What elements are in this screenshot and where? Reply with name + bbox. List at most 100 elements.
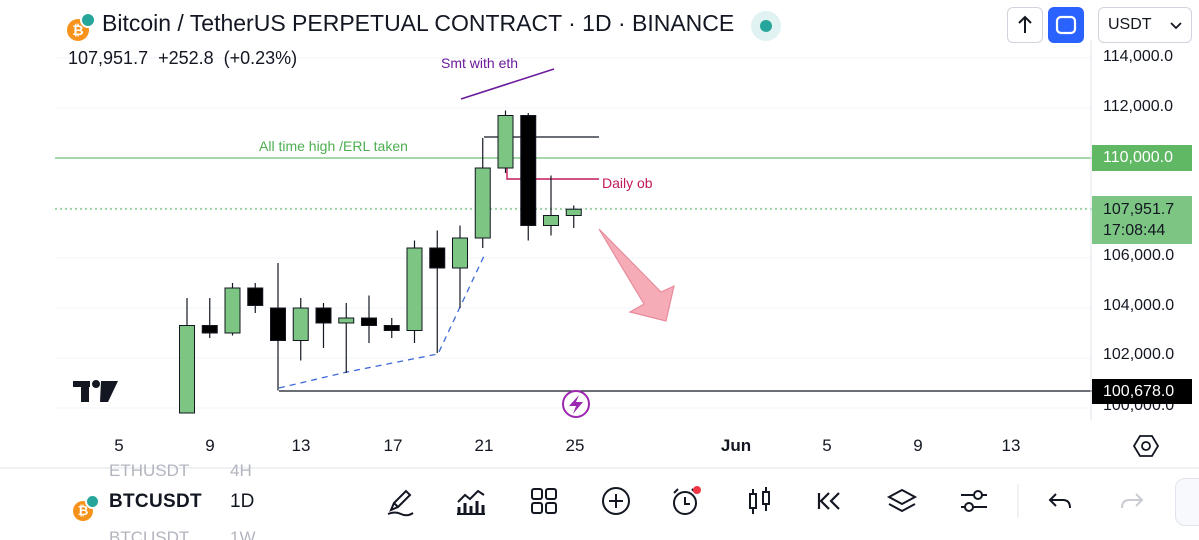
candle[interactable] bbox=[247, 283, 264, 313]
scroll-to-top-button[interactable] bbox=[1007, 7, 1043, 43]
time-label: 9 bbox=[205, 436, 215, 455]
current-price-value: 107,951.7 bbox=[1103, 201, 1175, 218]
price-change: +252.8 bbox=[158, 48, 214, 68]
smt-annotation[interactable]: Smt with eth bbox=[441, 55, 519, 71]
candle[interactable] bbox=[315, 303, 332, 348]
time-label: 25 bbox=[565, 436, 585, 455]
candles bbox=[179, 110, 582, 414]
currency-label: USDT bbox=[1108, 16, 1152, 33]
candle-body-bear bbox=[520, 115, 537, 226]
time-label: 21 bbox=[474, 436, 494, 455]
candle-body-bull bbox=[565, 208, 582, 217]
candle[interactable] bbox=[338, 303, 355, 373]
time-label: 9 bbox=[913, 436, 923, 455]
daily-ob-marker[interactable] bbox=[506, 167, 599, 180]
daily-ob-annotation[interactable]: Daily ob bbox=[602, 175, 653, 191]
chevron-down-icon bbox=[1170, 22, 1182, 30]
time-label: 5 bbox=[114, 436, 124, 455]
candle-countdown: 17:08:44 bbox=[1103, 222, 1166, 239]
candle[interactable] bbox=[270, 263, 286, 391]
settings-icon[interactable] bbox=[957, 484, 991, 518]
price-summary: 107,951.7 +252.8 (+0.23%) bbox=[68, 48, 307, 69]
candle-body-bear bbox=[383, 325, 400, 331]
trendline-dashed[interactable] bbox=[278, 255, 485, 389]
fullscreen-button[interactable] bbox=[1048, 7, 1084, 43]
next-interval[interactable]: 1W bbox=[230, 528, 256, 540]
candle-body-bear bbox=[270, 307, 286, 341]
ath-price-tag: 110,000.0 bbox=[1092, 145, 1192, 171]
perp-badge-icon-small bbox=[85, 494, 100, 509]
candle-body-bull bbox=[224, 287, 241, 334]
prev-interval[interactable]: 4H bbox=[230, 461, 252, 480]
candle[interactable] bbox=[361, 295, 377, 344]
price-label: 102,000.0 bbox=[1103, 346, 1175, 363]
candle-body-bear bbox=[247, 287, 264, 306]
candle-body-bull bbox=[179, 325, 195, 414]
candle[interactable] bbox=[452, 225, 468, 309]
grid bbox=[55, 57, 1090, 409]
candle[interactable] bbox=[406, 240, 423, 344]
candle-body-bull bbox=[338, 317, 355, 324]
candle[interactable] bbox=[543, 175, 559, 236]
current-price-tag: 107,951.7 17:08:44 bbox=[1092, 196, 1192, 244]
time-label-month: Jun bbox=[720, 436, 752, 455]
ath-annotation[interactable]: All time high /ERL taken bbox=[259, 138, 408, 154]
chart-settings-icon[interactable] bbox=[1133, 433, 1159, 459]
arrow-up-icon bbox=[1018, 15, 1032, 33]
tradingview-logo bbox=[73, 380, 118, 402]
candle[interactable] bbox=[201, 298, 218, 338]
smt-line[interactable] bbox=[460, 68, 555, 100]
candle[interactable] bbox=[474, 138, 491, 248]
replay-icon[interactable] bbox=[813, 484, 847, 518]
time-label: 17 bbox=[383, 436, 403, 455]
candle[interactable] bbox=[429, 230, 446, 354]
interval-picker[interactable]: 1D bbox=[230, 491, 255, 512]
candles-icon[interactable] bbox=[743, 484, 777, 518]
candle-body-bull bbox=[292, 307, 309, 341]
candle-body-bull bbox=[543, 215, 559, 226]
candle-body-bear bbox=[201, 325, 218, 334]
down-arrow[interactable] bbox=[598, 228, 675, 322]
candle[interactable] bbox=[179, 298, 195, 414]
candle-body-bull bbox=[452, 237, 468, 269]
candle-body-bear bbox=[429, 247, 446, 269]
undo-icon[interactable] bbox=[1043, 484, 1077, 518]
candle-body-bear bbox=[315, 307, 332, 324]
perp-badge-icon bbox=[80, 12, 96, 28]
swing-low-price-tag: 100,678.0 bbox=[1092, 379, 1192, 404]
price-change-pct: (+0.23%) bbox=[223, 48, 298, 68]
candle[interactable] bbox=[497, 110, 514, 174]
layers-icon[interactable] bbox=[885, 484, 919, 518]
price-label: 114,000.0 bbox=[1103, 48, 1173, 65]
candle[interactable] bbox=[565, 205, 582, 229]
candle[interactable] bbox=[224, 283, 241, 336]
price-label: 112,000.0 bbox=[1103, 98, 1173, 115]
time-label: 13 bbox=[291, 436, 311, 455]
alert-icon[interactable] bbox=[669, 484, 703, 518]
candle-body-bull bbox=[497, 115, 514, 169]
candle[interactable] bbox=[292, 298, 309, 361]
next-symbol[interactable]: BTCUSDT bbox=[109, 528, 190, 540]
symbol-title[interactable]: Bitcoin / TetherUS PERPETUAL CONTRACT · … bbox=[102, 10, 735, 36]
candle[interactable] bbox=[520, 113, 537, 241]
event-icon[interactable] bbox=[562, 390, 590, 418]
price-label: 104,000.0 bbox=[1103, 297, 1175, 314]
layouts-icon[interactable] bbox=[527, 484, 561, 518]
currency-selector[interactable]: USDT bbox=[1098, 7, 1192, 43]
panel-handle[interactable] bbox=[1175, 478, 1199, 526]
time-label: 13 bbox=[1001, 436, 1021, 455]
indicators-icon[interactable] bbox=[454, 484, 488, 518]
add-icon[interactable] bbox=[599, 484, 633, 518]
symbol-picker[interactable]: BTCUSDT bbox=[109, 491, 202, 512]
candle[interactable] bbox=[383, 318, 400, 338]
candle-body-bull bbox=[406, 247, 423, 331]
prev-symbol[interactable]: ETHUSDT bbox=[109, 461, 190, 480]
redo-icon[interactable] bbox=[1115, 484, 1149, 518]
price-label: 106,000.0 bbox=[1103, 247, 1175, 264]
market-status-icon[interactable] bbox=[751, 11, 781, 41]
brush-icon[interactable] bbox=[383, 484, 417, 518]
time-label: 5 bbox=[822, 436, 832, 455]
last-price: 107,951.7 bbox=[68, 48, 149, 68]
